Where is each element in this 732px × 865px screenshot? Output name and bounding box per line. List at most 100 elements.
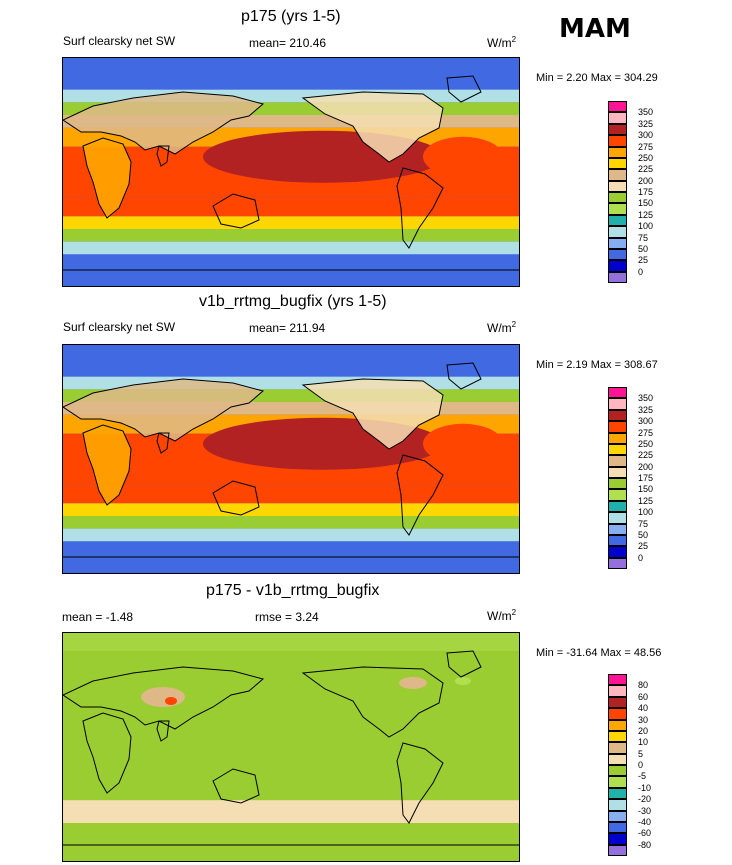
colorbar-label: 10 [638,737,649,748]
season-label: MAM [559,14,631,44]
zonal-band [63,516,519,529]
coastline [156,145,170,167]
zonal-band [63,785,519,804]
colorbar-label: 325 [638,404,654,415]
panel-3-colorbar: 80 60 40 30 20 10 5 0 -5 -10 -20 -30 -40 -60 -80 [608,674,651,856]
colorbar-swatch [608,455,627,467]
colorbar-swatch [608,685,627,697]
panel-2-minmax: Min = 2.19 Max = 308.67 [536,359,658,371]
colorbar-label: 25 [638,255,649,266]
america-anomaly [399,677,427,689]
coastline [446,75,482,103]
panel-2-units: W/m2 [487,320,517,335]
colorbar-swatch [608,169,627,181]
colorbar-label: 200 [638,461,654,472]
colorbar-label: 125 [638,495,654,506]
coastline [212,768,260,804]
colorbar-label: -60 [638,828,652,839]
colorbar-label: 20 [638,725,649,736]
colorbar-swatch [608,146,627,158]
colorbar-swatch [608,546,627,558]
zonal-band [63,823,519,861]
colorbar-label: 200 [638,175,654,186]
colorbar-label: 150 [638,198,654,209]
panel-1-subtitle: Surf clearsky net SW [63,34,176,48]
colorbar-swatch [608,765,627,777]
colorbar-swatch [608,387,627,399]
colorbar-label: 300 [638,416,654,427]
colorbar-label: -5 [638,771,647,782]
eurasia-land-fill [63,92,263,154]
colorbar-label: -80 [638,839,652,850]
colorbar-swatch [608,523,627,535]
colorbar-swatch [608,260,627,272]
coastline [156,720,170,742]
zonal-band [63,484,519,504]
colorbar-swatch [608,821,627,834]
asia-anomaly-peak [165,697,177,705]
colorbar-swatch [608,719,627,731]
colorbar-swatch [608,271,627,283]
colorbar-label: -40 [638,816,652,827]
coastline [301,378,444,450]
zonal-band [63,254,519,274]
colorbar-label: 50 [638,243,649,254]
panel-1-minmax: Min = 2.20 Max = 304.29 [536,72,658,84]
colorbar-label: 0 [638,552,644,563]
colorbar-swatch [608,157,627,170]
colorbar-swatch [608,180,627,192]
coastline [446,362,482,390]
colorbar-label: 225 [638,450,654,461]
colorbar-swatch [608,776,627,788]
colorbar-label: 100 [638,507,654,518]
colorbar-swatch [608,844,627,856]
colorbar-label: 60 [638,691,649,702]
colorbar-swatch [608,787,627,800]
colorbar-swatch [608,398,627,410]
coastline [82,137,132,219]
panel-2-map [62,344,520,574]
colorbar-swatch [608,489,627,501]
panel-1-mean: mean= 210.46 [249,36,327,50]
colorbar-label: 325 [638,118,654,129]
panel-2-subtitle: Surf clearsky net SW [63,320,176,334]
colorbar-label: 30 [638,714,649,725]
panel-3-minmax: Min = -31.64 Max = 48.56 [536,647,662,659]
panel-1-colorbar: 350 325 300 275 250 225 200 175 150 125 100 75 50 25 0 [608,101,653,283]
colorbar-swatch [608,810,627,822]
africa-land-fill [83,425,131,505]
colorbar-swatch [608,833,627,845]
colorbar-swatch [608,478,627,490]
zonal-band [63,273,519,286]
panel-3-units: W/m2 [487,608,517,623]
panel-3-map [62,632,520,862]
coastline [396,167,444,249]
zonal-band [63,528,519,542]
coastline [212,193,260,229]
colorbar-label: 275 [638,427,654,438]
colorbar-swatch [608,101,627,113]
colorbar-swatch [608,135,627,147]
colorbar-swatch [608,226,627,238]
zonal-band [63,197,519,217]
colorbar-swatch [608,674,627,686]
coastline [63,378,265,442]
colorbar-label: -10 [638,782,652,793]
colorbar-swatch [608,799,627,811]
colorbar-swatch [608,500,627,513]
coastline [301,666,444,738]
colorbar-swatch [608,730,627,743]
panel-3-rmse: rmse = 3.24 [255,610,319,624]
colorbar-label: 5 [638,748,644,759]
zonal-band [63,503,519,516]
colorbar-swatch [608,112,627,124]
colorbar-swatch [608,237,627,249]
colorbar-swatch [608,753,627,765]
colorbar-swatch [608,214,627,227]
colorbar-swatch [608,203,627,215]
colorbar-label: 0 [638,266,644,277]
colorbar-label: 125 [638,209,654,220]
zonal-band [63,216,519,229]
colorbar-label: 25 [638,541,649,552]
coastline [446,650,482,678]
